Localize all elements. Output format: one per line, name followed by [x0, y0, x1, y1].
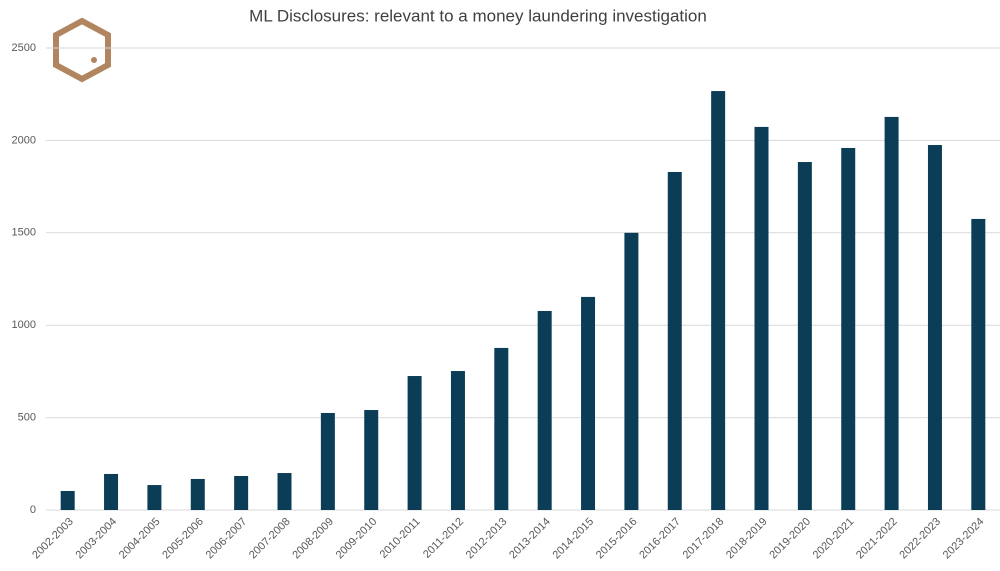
bar: [711, 91, 726, 510]
bar: [754, 126, 769, 510]
x-tick-label: 2009-2010: [334, 516, 380, 562]
x-tick-label: 2007-2008: [247, 516, 293, 562]
x-tick-label: 2012-2013: [464, 516, 510, 562]
x-tick-label: 2008-2009: [290, 516, 336, 562]
x-tick-label: 2003-2004: [74, 516, 120, 562]
y-tick-label: 2500: [12, 42, 36, 54]
y-tick-label: 500: [18, 412, 36, 424]
bar: [234, 475, 249, 510]
x-tick-label: 2016-2017: [637, 516, 683, 562]
bar: [190, 478, 205, 510]
x-tick-label: 2019-2020: [767, 516, 813, 562]
chart-title: ML Disclosures: relevant to a money laun…: [249, 6, 707, 25]
logo-dot: [91, 57, 97, 63]
bar: [60, 490, 75, 510]
x-tick-label: 2014-2015: [551, 516, 597, 562]
bar: [364, 410, 379, 510]
bar: [797, 162, 812, 510]
x-tick-label: 2021-2022: [854, 516, 900, 562]
y-tick-label: 1000: [12, 319, 36, 331]
x-tick-label: 2018-2019: [724, 516, 770, 562]
bar: [320, 412, 335, 510]
x-tick-label: 2013-2014: [507, 516, 553, 562]
logo-hexagon: [53, 17, 111, 83]
bar: [841, 147, 856, 510]
bar: [537, 310, 552, 510]
y-tick-label: 1500: [12, 227, 36, 239]
bar: [971, 218, 986, 510]
x-tick-label: 2002-2003: [30, 516, 76, 562]
x-tick-label: 2015-2016: [594, 516, 640, 562]
x-tick-label: 2010-2011: [378, 516, 423, 561]
x-tick-label: 2022-2023: [897, 516, 943, 562]
bar: [624, 232, 639, 511]
bar: [147, 485, 162, 510]
bar: [277, 473, 292, 510]
y-tick-label: 0: [30, 504, 36, 516]
logo: [53, 17, 111, 83]
x-tick-label: 2011-2012: [421, 516, 466, 561]
bar: [104, 473, 119, 510]
x-tick-label: 2005-2006: [160, 516, 206, 562]
bar: [667, 172, 682, 510]
x-tick-label: 2020-2021: [811, 516, 857, 562]
x-tick-label: 2004-2005: [117, 516, 163, 562]
bar: [884, 116, 899, 511]
x-tick-label: 2023-2024: [941, 516, 987, 562]
bar: [407, 376, 422, 510]
x-tick-label: 2017-2018: [681, 516, 727, 562]
bar: [927, 145, 942, 510]
bar: [581, 296, 596, 510]
y-tick-label: 2000: [12, 134, 36, 146]
bar: [450, 371, 465, 510]
x-tick-label: 2006-2007: [204, 516, 250, 562]
bar: [494, 347, 509, 510]
